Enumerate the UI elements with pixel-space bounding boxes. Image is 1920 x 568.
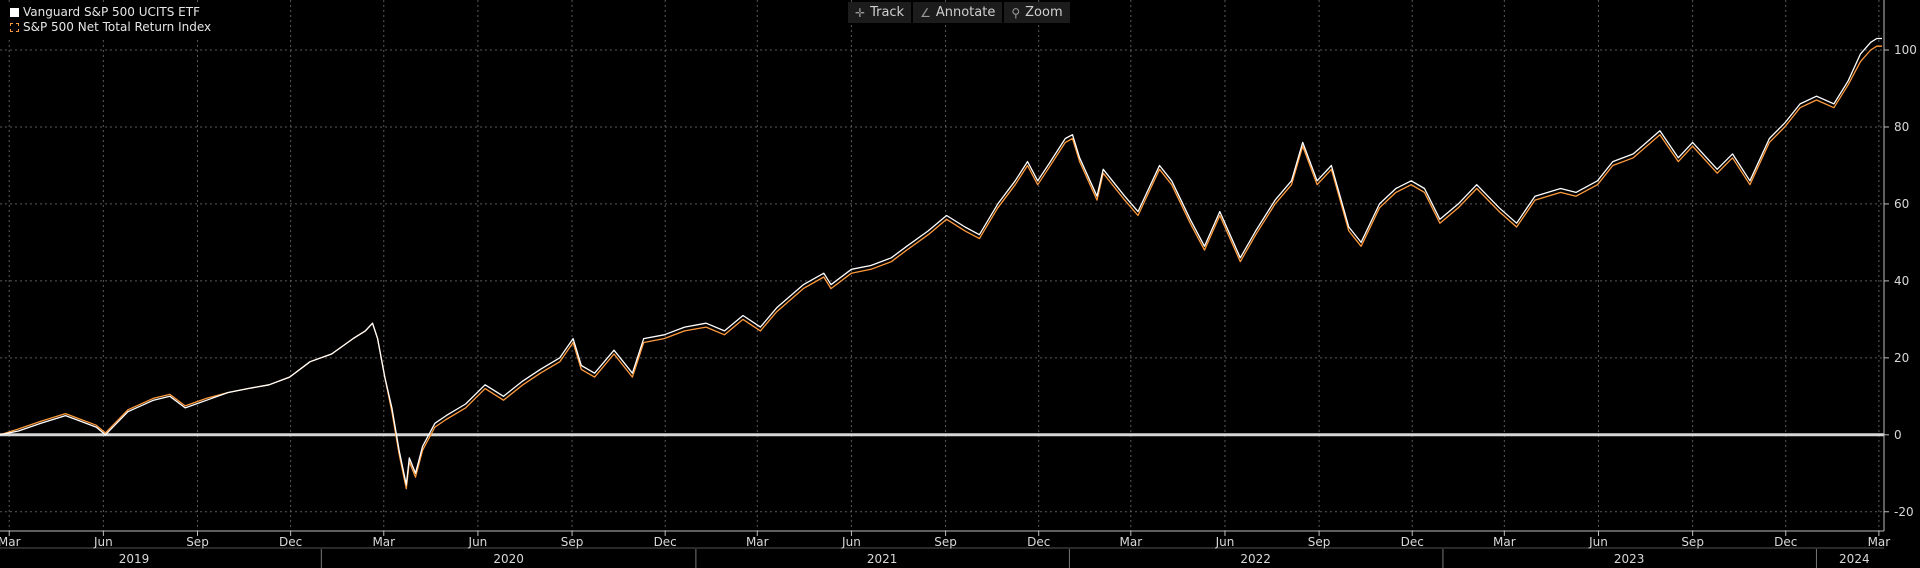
annotate-label: Annotate bbox=[935, 5, 996, 20]
x-tick-label-12: Mar bbox=[1119, 535, 1142, 549]
x-tick-label-13: Jun bbox=[1215, 535, 1235, 549]
x-axis-ticks: Mar Jun Sep Dec Mar Jun Sep Dec Mar Jun Sep Dec Mar J… bbox=[0, 531, 1890, 549]
y-tick-label-40: 40 bbox=[1894, 274, 1909, 288]
year-label-2019: 2019 bbox=[119, 552, 150, 566]
x-tick-label-17: Jun bbox=[1588, 535, 1608, 549]
series-line-index bbox=[0, 45, 1882, 490]
legend-label-etf: Vanguard S&P 500 UCITS ETF bbox=[23, 5, 200, 19]
x-tick-label-7: Dec bbox=[654, 535, 677, 549]
x-tick-label-14: Sep bbox=[1308, 535, 1331, 549]
legend-label-index: S&P 500 Net Total Return Index bbox=[23, 20, 212, 34]
x-tick-label-0: Mar bbox=[0, 535, 21, 549]
year-label-2022: 2022 bbox=[1240, 552, 1271, 566]
x-tick-label-19: Dec bbox=[1774, 535, 1797, 549]
track-button[interactable]: ✛ Track bbox=[848, 2, 912, 23]
y-tick-label-100: 100 bbox=[1894, 43, 1917, 57]
year-label-2024: 2024 bbox=[1839, 552, 1870, 566]
x-tick-label-8: Mar bbox=[746, 535, 769, 549]
x-tick-label-6: Sep bbox=[561, 535, 584, 549]
legend-swatch-index bbox=[10, 23, 19, 32]
legend-item-index[interactable]: S&P 500 Net Total Return Index bbox=[10, 20, 211, 35]
pencil-icon: ∠ bbox=[920, 5, 931, 20]
x-tick-label-4: Mar bbox=[372, 535, 395, 549]
x-tick-label-18: Sep bbox=[1681, 535, 1704, 549]
x-tick-label-9: Jun bbox=[841, 535, 861, 549]
y-tick-label-0: 0 bbox=[1894, 428, 1902, 442]
annotate-button[interactable]: ∠ Annotate bbox=[913, 2, 1003, 23]
x-tick-label-3: Dec bbox=[279, 535, 302, 549]
x-tick-label-11: Dec bbox=[1027, 535, 1050, 549]
crosshair-icon: ✛ bbox=[855, 5, 866, 20]
zoom-label: Zoom bbox=[1025, 5, 1063, 20]
series-line-etf bbox=[0, 37, 1882, 486]
y-tick-label--20: -20 bbox=[1894, 505, 1914, 519]
legend-swatch-etf bbox=[10, 8, 19, 17]
legend-item-etf[interactable]: Vanguard S&P 500 UCITS ETF bbox=[10, 5, 211, 20]
legend: Vanguard S&P 500 UCITS ETF S&P 500 Net T… bbox=[6, 3, 216, 37]
series-lines bbox=[0, 37, 1882, 490]
axes bbox=[0, 0, 1885, 549]
y-axis-ticks: -20 0 20 40 60 80 100 bbox=[1884, 43, 1917, 519]
year-label-2020: 2020 bbox=[493, 552, 524, 566]
magnifier-icon: ⚲ bbox=[1011, 5, 1021, 20]
x-tick-label-16: Mar bbox=[1493, 535, 1516, 549]
x-tick-label-10: Sep bbox=[934, 535, 957, 549]
year-label-2021: 2021 bbox=[867, 552, 898, 566]
year-label-2023: 2023 bbox=[1614, 552, 1645, 566]
year-labels: 2019 2020 2021 2022 2023 2024 bbox=[119, 549, 1870, 568]
x-tick-label-15: Dec bbox=[1401, 535, 1424, 549]
y-tick-label-80: 80 bbox=[1894, 120, 1909, 134]
x-tick-label-20: Mar bbox=[1868, 535, 1891, 549]
grid bbox=[0, 0, 1884, 531]
y-tick-label-20: 20 bbox=[1894, 351, 1909, 365]
chart-toolbar: ✛ Track ∠ Annotate ⚲ Zoom bbox=[848, 2, 1070, 23]
zoom-button[interactable]: ⚲ Zoom bbox=[1004, 2, 1070, 23]
x-tick-label-1: Jun bbox=[93, 535, 113, 549]
x-tick-label-2: Sep bbox=[186, 535, 209, 549]
track-label: Track bbox=[870, 5, 905, 20]
x-tick-label-5: Jun bbox=[468, 535, 488, 549]
y-tick-label-60: 60 bbox=[1894, 197, 1909, 211]
